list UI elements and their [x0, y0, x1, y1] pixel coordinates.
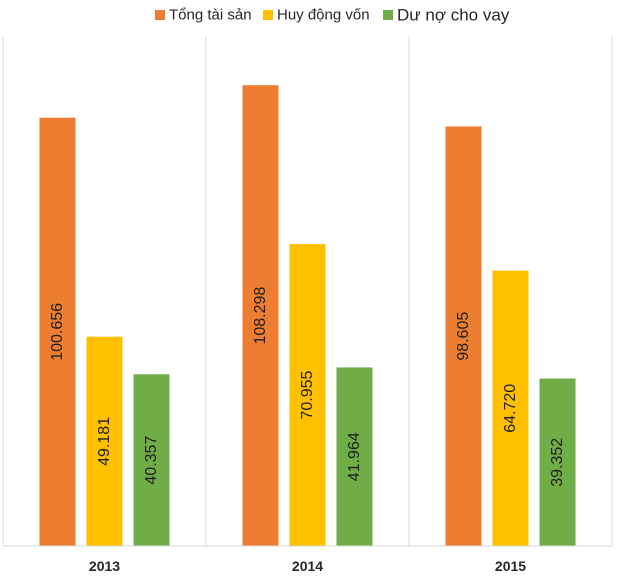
data-label-tong-tai-san-2015: 98.605: [455, 312, 472, 361]
data-label-tong-tai-san-2014: 108.298: [252, 287, 269, 345]
bar-du-no-cho-vay-2013: [133, 374, 170, 546]
data-label-du-no-cho-vay-2015: 39.352: [549, 438, 566, 487]
bar-huy-dong-von-2014: [289, 244, 326, 546]
bar-du-no-cho-vay-2015: [539, 378, 576, 546]
legend-label-huy-dong-von: Huy động vốn: [277, 7, 370, 24]
legend-swatch-du-no-cho-vay: [383, 10, 393, 20]
legend-label-du-no-cho-vay: Dư nợ cho vay: [397, 6, 510, 25]
bar-tong-tai-san-2014: [242, 85, 279, 546]
data-label-tong-tai-san-2013: 100.656: [49, 303, 66, 361]
x-tick-label-2015: 2015: [495, 558, 526, 574]
legend-swatch-tong-tai-san: [155, 10, 165, 20]
x-axis: 2013 2014 2015: [3, 545, 612, 574]
x-tick-label-2013: 2013: [89, 558, 120, 574]
data-label-du-no-cho-vay-2013: 40.357: [143, 436, 160, 485]
bar-tong-tai-san-2015: [445, 126, 482, 546]
x-tick-label-2014: 2014: [292, 558, 323, 574]
bar-huy-dong-von-2013: [86, 336, 123, 546]
bar-huy-dong-von-2015: [492, 270, 529, 546]
data-label-du-no-cho-vay-2014: 41.964: [346, 432, 363, 481]
bar-du-no-cho-vay-2014: [336, 367, 373, 546]
data-label-huy-dong-von-2015: 64.720: [502, 384, 519, 433]
legend: Tổng tài sản Huy động vốn Dư nợ cho vay: [155, 6, 510, 25]
bar-tong-tai-san-2013: [39, 117, 76, 547]
gridlines: [2, 36, 613, 546]
legend-label-tong-tai-san: Tổng tài sản: [169, 7, 252, 24]
legend-swatch-huy-dong-von: [263, 10, 273, 20]
bars: [39, 85, 576, 547]
data-labels: 100.656 49.181 40.357 108.298 70.955 41.964 98…: [49, 287, 566, 487]
data-label-huy-dong-von-2013: 49.181: [96, 417, 113, 466]
data-label-huy-dong-von-2014: 70.955: [299, 370, 316, 419]
